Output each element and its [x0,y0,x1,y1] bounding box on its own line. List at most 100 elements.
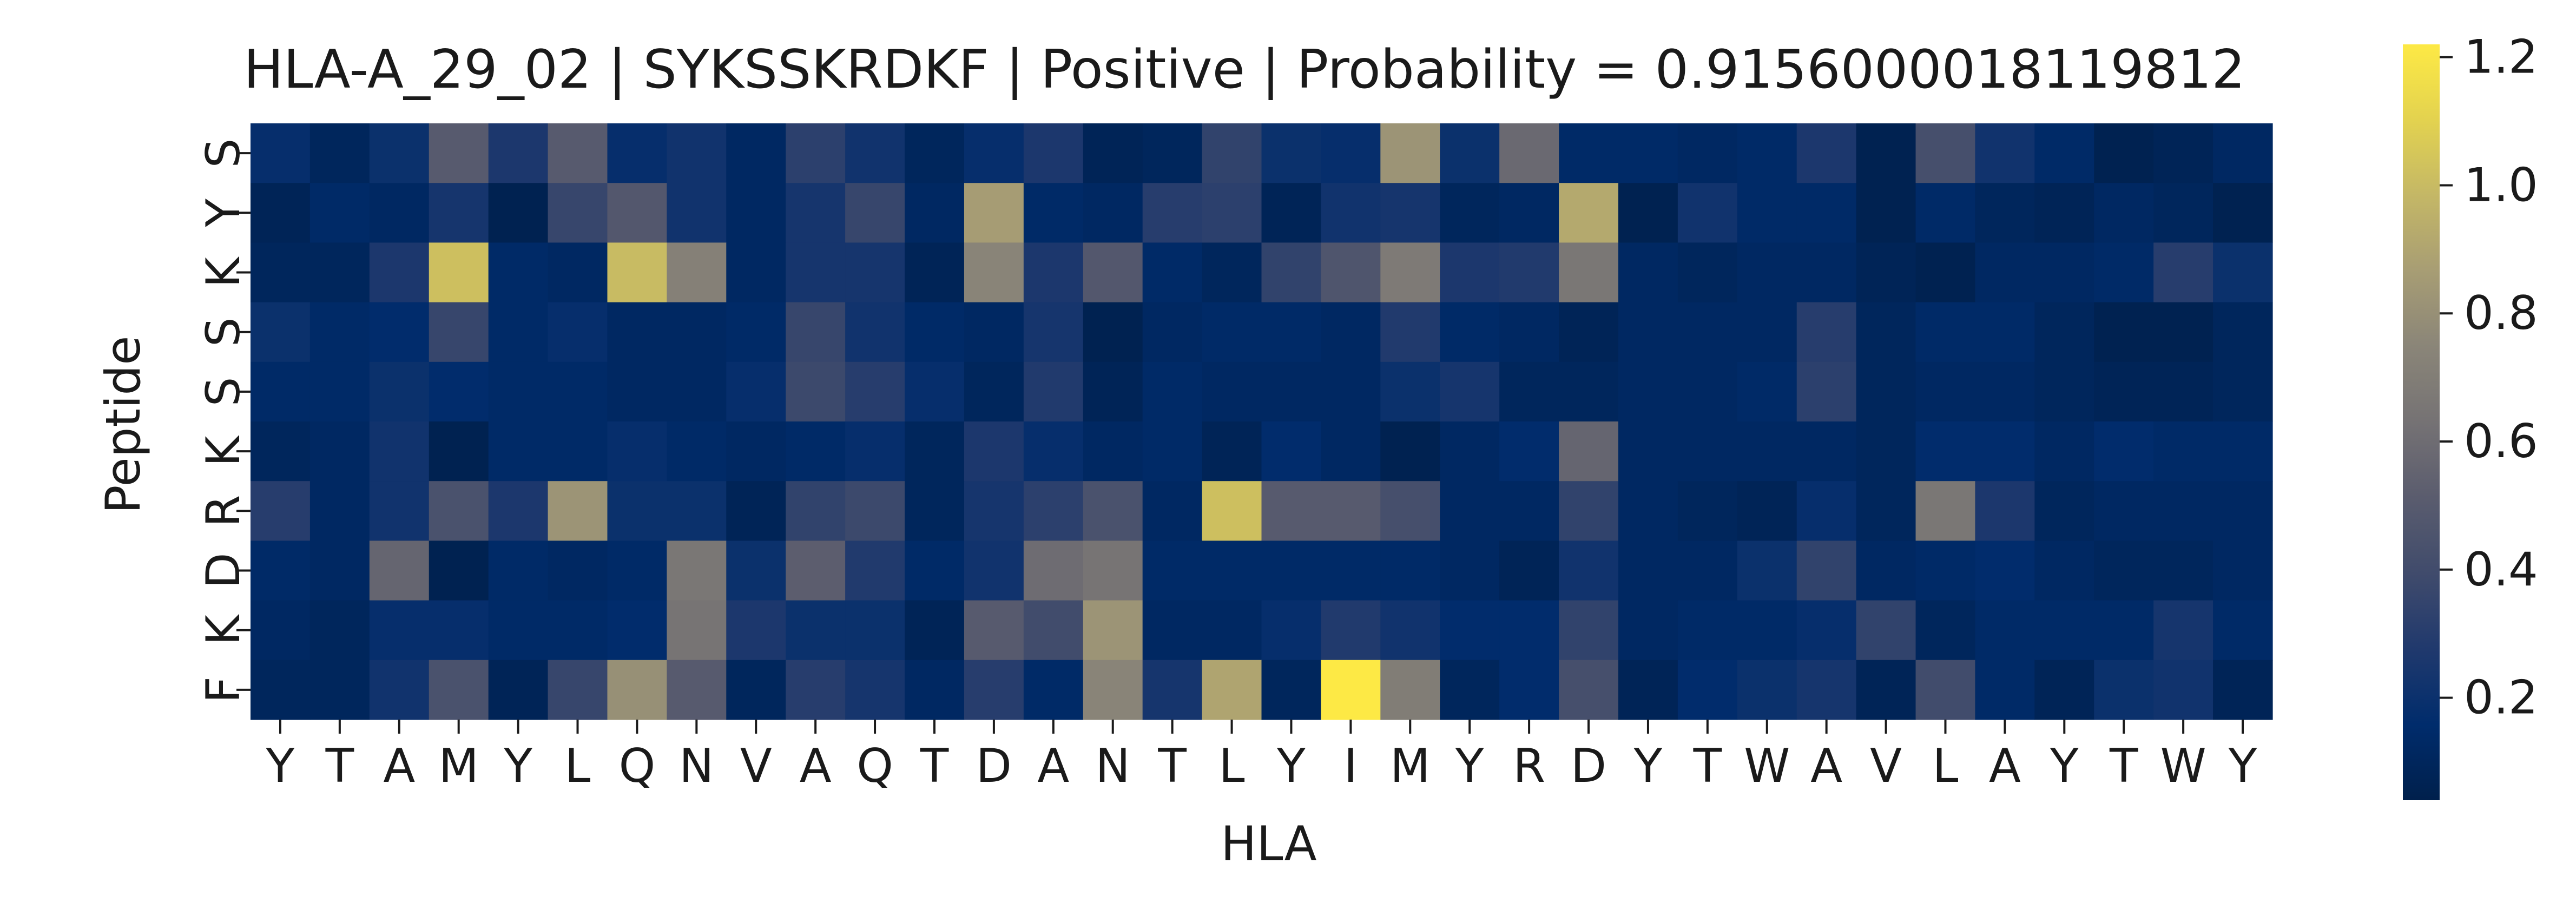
heatmap-cell [1202,600,1262,661]
heatmap-cell [1975,123,2035,183]
heatmap-cell [1975,660,2035,720]
heatmap-cell [429,660,489,720]
x-tick-label: Q [857,739,893,793]
heatmap-cell [251,242,311,303]
heatmap-cell [1915,123,1976,183]
heatmap-cell [1856,361,1916,422]
heatmap-cell [2034,660,2094,720]
heatmap-cell [905,660,965,720]
heatmap-cell [1559,600,1619,661]
x-tick-label: M [1390,739,1430,793]
heatmap-cell [1796,302,1857,362]
heatmap-cell [2153,600,2213,661]
heatmap-cell [488,541,549,601]
heatmap-cell [1499,421,1559,482]
heatmap-cell [1677,183,1738,243]
heatmap-cell [1142,481,1203,541]
heatmap-cell [369,421,430,482]
heatmap-cell [1499,242,1559,303]
heatmap-cell [309,361,370,422]
heatmap-cell [251,481,311,541]
heatmap-cell [2153,541,2213,601]
x-tick-label: Y [1276,739,1306,793]
heatmap-cell [309,123,370,183]
heatmap-cell [845,361,905,422]
heatmap-cell [667,242,727,303]
heatmap-cell [1202,481,1262,541]
heatmap-cell [251,600,311,661]
heatmap-cell [667,302,727,362]
heatmap-cell [1559,541,1619,601]
heatmap-cell [309,242,370,303]
heatmap-cell [488,421,549,482]
heatmap-cell [2213,541,2273,601]
heatmap-cell [1261,302,1322,362]
heatmap-cell [1975,361,2035,422]
heatmap-cell [2034,361,2094,422]
x-tick-label: L [1219,739,1245,793]
heatmap-cell [786,361,846,422]
heatmap-cell [1083,541,1143,601]
heatmap-cell [786,421,846,482]
heatmap-cell [1618,541,1678,601]
heatmap-cell [309,481,370,541]
y-tick-label: D [196,552,251,588]
heatmap-cell [1321,302,1381,362]
heatmap-cell [2153,123,2213,183]
x-tick-label: W [2160,739,2206,793]
heatmap-cell [1796,600,1857,661]
heatmap-cell [1618,361,1678,422]
heatmap-cell [2094,302,2154,362]
heatmap-cell [369,361,430,422]
heatmap-cell [786,660,846,720]
heatmap-cell [2153,421,2213,482]
heatmap-cell [1142,183,1203,243]
y-tick-label: S [196,317,251,347]
heatmap-cell [905,481,965,541]
heatmap-cell [726,421,786,482]
y-tick-label: K [196,614,251,645]
heatmap-cell [786,481,846,541]
x-tick-label: T [2109,739,2138,793]
heatmap-cell [2213,242,2273,303]
heatmap-cell [1023,123,1084,183]
heatmap-cell [905,361,965,422]
heatmap-cell [2153,481,2213,541]
heatmap-cell [786,242,846,303]
heatmap-cell [1023,242,1084,303]
heatmap-cell [845,302,905,362]
heatmap-cell [667,660,727,720]
heatmap-cell [309,541,370,601]
heatmap-cell [488,183,549,243]
heatmap-cell [845,123,905,183]
colorbar-tick-label: 0.8 [2464,286,2538,340]
heatmap-cell [548,600,608,661]
heatmap-cell [309,302,370,362]
heatmap-cell [845,421,905,482]
heatmap-cell [1856,302,1916,362]
heatmap-cell [1737,600,1797,661]
heatmap-cell [2153,660,2213,720]
heatmap-cell [1083,302,1143,362]
heatmap-cell [1677,361,1738,422]
heatmap-cell [726,123,786,183]
heatmap-cell [2094,361,2154,422]
heatmap-cell [1499,183,1559,243]
heatmap-cell [1142,660,1203,720]
heatmap-cell [667,481,727,541]
heatmap-cell [1677,242,1738,303]
heatmap-cell [1677,302,1738,362]
y-tick-label: K [196,256,251,288]
heatmap-cell [429,600,489,661]
heatmap-cell [1796,242,1857,303]
heatmap-cell [964,183,1024,243]
heatmap-cell [429,541,489,601]
y-tick-label: F [196,676,251,703]
heatmap-cell [1737,481,1797,541]
heatmap-cell [1023,421,1084,482]
heatmap-cell [1083,421,1143,482]
heatmap-cell [964,481,1024,541]
heatmap-cell [607,421,667,482]
heatmap-cell [1677,123,1738,183]
heatmap-cell [2213,183,2273,243]
